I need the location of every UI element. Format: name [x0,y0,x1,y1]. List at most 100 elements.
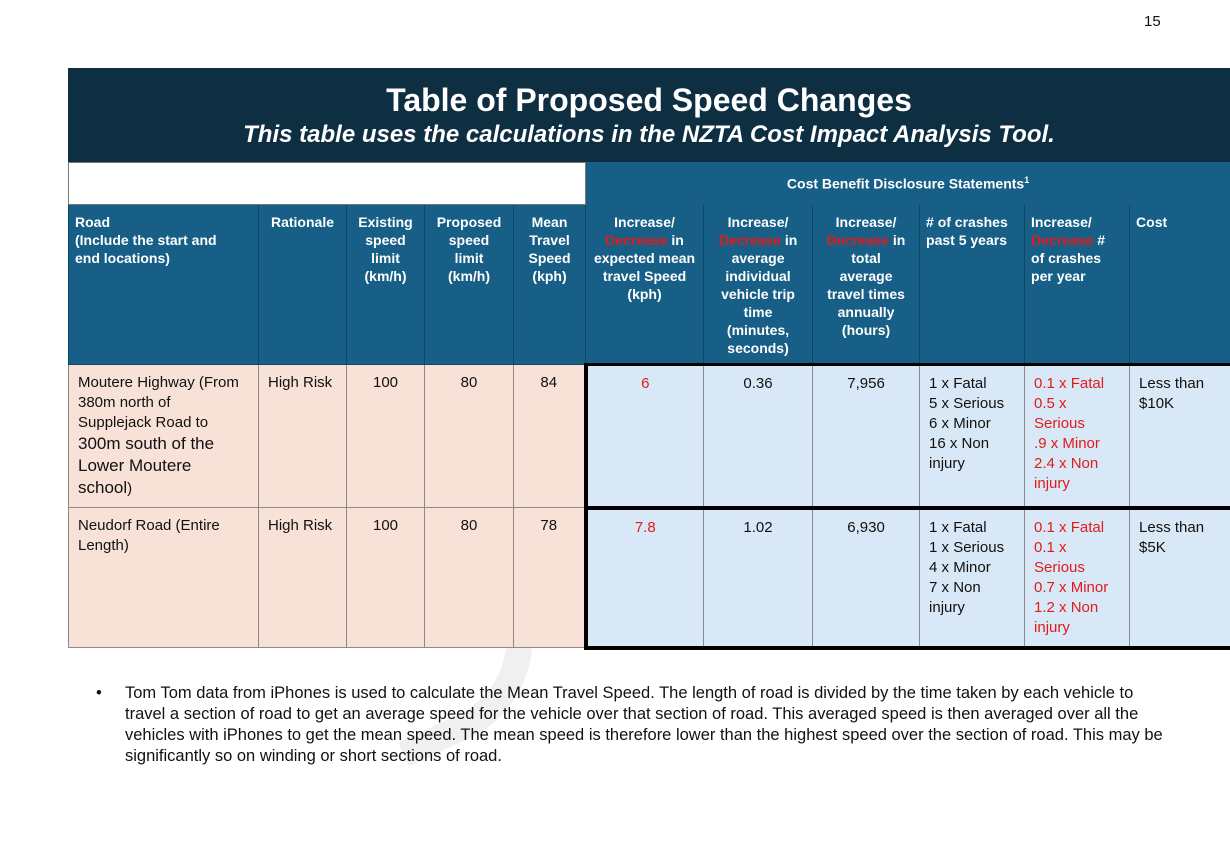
header-line: time [743,304,773,320]
cost-line: Less than [1139,375,1205,392]
header-line: (km/h) [448,268,490,284]
header-line: limit [371,250,400,266]
cost-benefit-header-row: Cost Benefit Disclosure Statements1 [67,162,1230,205]
header-line: (kph) [532,268,567,284]
header-line: individual [725,268,791,284]
crash-change-cell: 0.1 x Fatal 0.1 x Serious 0.7 x Minor 1.… [1024,505,1131,650]
rationale-cell: High Risk [258,507,347,648]
proposed-limit-cell: 80 [424,364,514,508]
crash-change-line: .9 x Minor [1034,435,1100,452]
crash-line: 4 x Minor [929,558,991,576]
header-line: in [667,232,684,248]
header-line: (minutes, [726,322,790,338]
table-title-band: Table of Proposed Speed Changes This tab… [68,68,1230,162]
mean-speed-cell: 78 [512,507,587,648]
blank-header-cell [67,162,587,205]
header-line: average [839,268,893,284]
header-crash-change: Increase/ Decrease # of crashes per year [1024,204,1131,365]
cost-benefit-header: Cost Benefit Disclosure Statements1 [585,162,1230,205]
total-time-cell: 7,956 [812,363,921,508]
crash-line: 1 x Fatal [929,518,987,536]
trip-time-cell: 0.36 [703,363,814,508]
crash-change-line: 0.5 x [1034,395,1067,412]
crash-line: 16 x Non [929,435,990,452]
table-row: Neudorf Road (Entire Length) High Risk 1… [68,505,1230,650]
crash-change-line: injury [1034,618,1070,636]
header-line: vehicle trip [721,286,795,302]
header-speed-change: Increase/ Decrease in expected mean trav… [585,204,705,365]
header-line: (hours) [841,322,891,338]
road-line: 300m south of the [78,434,215,453]
speed-change-cell: 7.8 [583,505,705,650]
page-number: 15 [1144,13,1161,30]
road-line: Lower Moutere [78,456,192,475]
header-line: Increase/ [614,214,675,230]
header-line: speed [365,232,406,248]
crash-line: 1 x Fatal [929,375,987,392]
crash-change-line: Serious [1034,558,1085,576]
crash-change-line: 1.2 x Non [1034,598,1099,616]
speed-change-cell: 6 [583,363,705,508]
header-line: (km/h) [364,268,407,284]
road-cell: Moutere Highway (From 380m north of Supp… [68,364,259,508]
road-line: Neudorf Road (Entire [78,517,220,534]
bullet-icon: • [96,684,102,702]
header-proposed-limit: Proposed speed limit (km/h) [424,204,514,365]
existing-limit-cell: 100 [346,364,425,508]
header-total-time-change: Increase/ Decrease in total average trav… [812,204,921,365]
header-decrease-text: Decrease [1031,232,1094,248]
header-line: of crashes [1031,250,1102,266]
header-line: Mean [531,214,568,230]
header-line: Increase/ [835,214,897,230]
existing-limit-cell: 100 [346,507,425,648]
header-line: seconds) [727,340,789,356]
crash-change-line: 0.7 x Minor [1034,578,1109,596]
header-crashes: # of crashes past 5 years [919,204,1026,365]
data-table: Cost Benefit Disclosure Statements1 Road… [67,162,1230,650]
crash-line: 6 x Minor [929,415,991,432]
header-line: Proposed [436,214,502,230]
speed-changes-table: Table of Proposed Speed Changes This tab… [67,68,1230,650]
crash-change-line: 0.1 x Fatal [1034,518,1105,536]
header-line: limit [454,250,484,266]
header-road: Road (Include the start and end location… [68,204,259,365]
header-line: Speed [528,250,571,266]
road-line: ) [127,480,133,497]
header-line: past 5 years [926,232,1007,248]
table-title: Table of Proposed Speed Changes [386,82,912,118]
rationale-cell: High Risk [258,364,347,508]
header-decrease-text: Decrease [605,232,668,248]
bullet-note: • Tom Tom data from iPhones is used to c… [96,683,1176,767]
road-cell: Neudorf Road (Entire Length) [68,507,259,648]
crashes-cell: 1 x Fatal 5 x Serious 6 x Minor 16 x Non… [919,363,1026,508]
cost-line: $5K [1139,538,1166,556]
cost-cell: Less than $5K [1129,505,1230,650]
crashes-cell: 1 x Fatal 1 x Serious 4 x Minor 7 x Non … [919,505,1026,650]
mean-speed-cell: 84 [512,364,587,508]
header-line: annually [837,304,895,320]
crash-change-cell: 0.1 x Fatal 0.5 x Serious .9 x Minor 2.4… [1024,363,1131,508]
table-row: Moutere Highway (From 380m north of Supp… [68,363,1230,508]
header-rationale: Rationale [258,204,347,365]
cost-cell: Less than $10K [1129,363,1230,508]
total-time-cell: 6,930 [812,505,921,650]
header-cost: Cost [1129,204,1230,365]
road-line: Length) [78,537,129,554]
header-road-line: Road [75,214,110,230]
crash-change-line: 2.4 x Non [1034,455,1099,472]
header-road-line: (Include the start and [75,232,217,248]
road-line: 380m north of [78,394,171,411]
header-trip-time-change: Increase/ Decrease in average individual… [703,204,814,365]
crash-line: 7 x Non [929,578,981,596]
footnote-marker: 1 [1024,175,1030,186]
road-line: school [78,478,128,497]
crash-line: injury [929,598,965,616]
cost-line: $10K [1139,395,1175,412]
header-mean-speed: Mean Travel Speed (kph) [512,204,587,365]
header-line: average [731,250,785,266]
header-line: per year [1031,268,1086,284]
header-existing-limit: Existing speed limit (km/h) [346,204,425,365]
header-line: expected mean [593,250,696,266]
header-line: Travel [529,232,570,248]
header-line: in [781,232,798,248]
